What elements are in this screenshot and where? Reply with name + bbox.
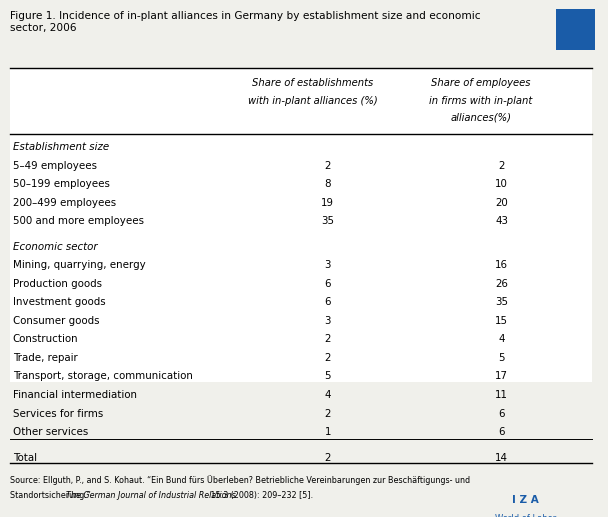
Text: 5: 5 bbox=[325, 371, 331, 382]
Text: 2: 2 bbox=[325, 353, 331, 363]
Text: Trade, repair: Trade, repair bbox=[13, 353, 77, 363]
Text: 200–499 employees: 200–499 employees bbox=[13, 197, 116, 208]
Text: Economic sector: Economic sector bbox=[13, 241, 97, 252]
Text: 2: 2 bbox=[325, 408, 331, 419]
Text: 43: 43 bbox=[496, 216, 508, 226]
Text: 4: 4 bbox=[499, 334, 505, 344]
Text: 10: 10 bbox=[496, 179, 508, 189]
Text: alliances(%): alliances(%) bbox=[451, 113, 511, 123]
Text: 35: 35 bbox=[321, 216, 334, 226]
Text: Construction: Construction bbox=[13, 334, 78, 344]
Text: 2: 2 bbox=[325, 334, 331, 344]
Text: 11: 11 bbox=[496, 390, 508, 400]
Text: 14: 14 bbox=[496, 452, 508, 463]
Text: 3: 3 bbox=[325, 260, 331, 270]
Text: in firms with in-plant: in firms with in-plant bbox=[429, 96, 533, 105]
Text: 4: 4 bbox=[325, 390, 331, 400]
Text: Investment goods: Investment goods bbox=[13, 297, 105, 307]
Text: 17: 17 bbox=[496, 371, 508, 382]
Text: I Z A: I Z A bbox=[513, 495, 539, 506]
Text: Standortsicherung.”: Standortsicherung.” bbox=[10, 491, 93, 500]
Text: The German Journal of Industrial Relations: The German Journal of Industrial Relatio… bbox=[66, 491, 235, 500]
Text: 19: 19 bbox=[321, 197, 334, 208]
Text: 8: 8 bbox=[325, 179, 331, 189]
Text: 500 and more employees: 500 and more employees bbox=[13, 216, 143, 226]
Text: 2: 2 bbox=[499, 161, 505, 171]
Text: World of Labor: World of Labor bbox=[495, 513, 556, 517]
Text: Transport, storage, communication: Transport, storage, communication bbox=[13, 371, 193, 382]
Text: 20: 20 bbox=[496, 197, 508, 208]
Text: 6: 6 bbox=[325, 297, 331, 307]
Text: 16: 16 bbox=[496, 260, 508, 270]
Text: 6: 6 bbox=[325, 279, 331, 289]
Text: 3: 3 bbox=[325, 316, 331, 326]
Text: 50–199 employees: 50–199 employees bbox=[13, 179, 109, 189]
Text: 5–49 employees: 5–49 employees bbox=[13, 161, 97, 171]
Text: 1: 1 bbox=[325, 427, 331, 437]
Text: Other services: Other services bbox=[13, 427, 88, 437]
Text: 35: 35 bbox=[496, 297, 508, 307]
Text: 6: 6 bbox=[499, 427, 505, 437]
Text: Share of establishments: Share of establishments bbox=[252, 78, 373, 88]
Text: Consumer goods: Consumer goods bbox=[13, 316, 99, 326]
Text: Total: Total bbox=[13, 452, 36, 463]
Text: Figure 1. Incidence of in-plant alliances in Germany by establishment size and e: Figure 1. Incidence of in-plant alliance… bbox=[10, 11, 480, 33]
Text: 15: 15 bbox=[496, 316, 508, 326]
Text: 6: 6 bbox=[499, 408, 505, 419]
Text: 2: 2 bbox=[325, 452, 331, 463]
Text: 2: 2 bbox=[325, 161, 331, 171]
Text: Establishment size: Establishment size bbox=[13, 142, 109, 152]
FancyBboxPatch shape bbox=[10, 68, 592, 382]
Text: Share of employees: Share of employees bbox=[431, 78, 531, 88]
FancyBboxPatch shape bbox=[556, 9, 595, 50]
Text: Production goods: Production goods bbox=[13, 279, 102, 289]
Text: Source: Ellguth, P., and S. Kohaut. “Ein Bund fürs Überleben? Betriebliche Verei: Source: Ellguth, P., and S. Kohaut. “Ein… bbox=[10, 475, 470, 484]
Text: 26: 26 bbox=[496, 279, 508, 289]
Text: with in-plant alliances (%): with in-plant alliances (%) bbox=[248, 96, 378, 105]
Text: Services for firms: Services for firms bbox=[13, 408, 103, 419]
Text: Mining, quarrying, energy: Mining, quarrying, energy bbox=[13, 260, 145, 270]
Text: Financial intermediation: Financial intermediation bbox=[13, 390, 137, 400]
Text: 5: 5 bbox=[499, 353, 505, 363]
Text: 15:3 (2008): 209–232 [5].: 15:3 (2008): 209–232 [5]. bbox=[209, 491, 314, 500]
